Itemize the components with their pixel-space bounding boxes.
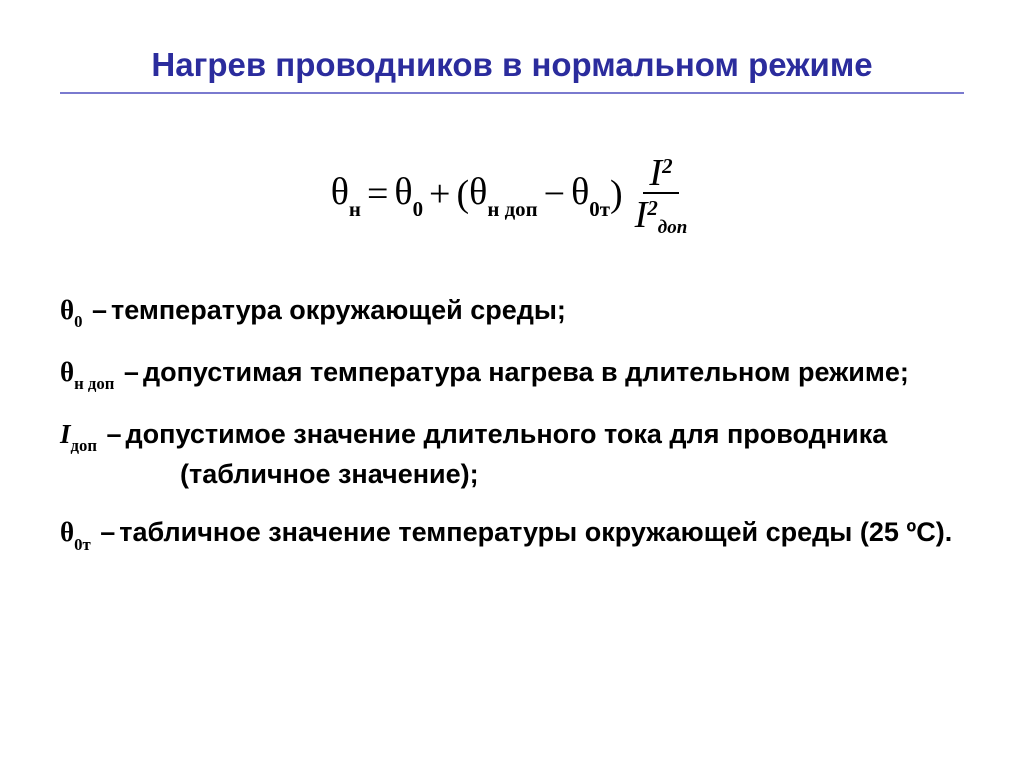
definition-dash: – bbox=[122, 357, 143, 387]
definition-dash: – bbox=[98, 517, 119, 547]
definition-text: допустимая температура нагрева в длитель… bbox=[143, 357, 909, 387]
formula-lhs-sym: θ bbox=[331, 171, 349, 213]
definition-text: температура окружающей среды; bbox=[111, 295, 566, 325]
def-sym: θ bbox=[60, 517, 74, 547]
definition-symbol: θн доп bbox=[60, 357, 114, 387]
definition-item: θ0 –температура окружающей среды; bbox=[60, 292, 964, 332]
definition-item: θн доп –допустимая температура нагрева в… bbox=[60, 354, 964, 394]
formula-rparen: ) bbox=[610, 172, 623, 216]
def-sym: I bbox=[60, 419, 71, 449]
def-sym: θ bbox=[60, 295, 74, 325]
formula-frac-num-sym: I bbox=[649, 152, 662, 194]
definition-item: θ0т –табличное значение температуры окру… bbox=[60, 514, 964, 554]
formula-frac-den-exp: 2 bbox=[647, 196, 657, 220]
formula-minus: − bbox=[538, 172, 571, 216]
slide-title: Нагрев проводников в нормальном режиме bbox=[60, 46, 964, 84]
formula-frac-den-sym: I bbox=[635, 194, 648, 236]
definition-item: Iдоп –допустимое значение длительного то… bbox=[60, 416, 964, 492]
formula-theta0: θ0 bbox=[394, 170, 423, 219]
formula-lparen: ( bbox=[456, 172, 469, 216]
definition-dash: – bbox=[105, 419, 126, 449]
formula-frac-den: I2доп bbox=[629, 196, 694, 234]
formula-lhs-theta: θн bbox=[331, 170, 361, 219]
formula-theta0t: θ0т bbox=[571, 170, 610, 219]
formula-t1-sub: 0 bbox=[413, 197, 423, 221]
definition-dash: – bbox=[90, 295, 111, 325]
slide: Нагрев проводников в нормальном режиме θ… bbox=[0, 0, 1024, 767]
definition-symbol: Iдоп bbox=[60, 419, 97, 449]
formula-frac-num: I2 bbox=[643, 154, 678, 194]
formula-t2-sym: θ bbox=[469, 171, 487, 213]
formula-frac-num-exp: 2 bbox=[662, 154, 672, 178]
formula-frac-den-sub: доп bbox=[658, 217, 688, 238]
definition-text: допустимое значение длительного тока для… bbox=[126, 419, 888, 489]
definition-symbol: θ0т bbox=[60, 517, 91, 547]
main-formula: θн = θ0 + ( θн доп − θ0т ) I2 I2доп bbox=[60, 154, 964, 234]
formula-theta-ndop: θн доп bbox=[469, 170, 538, 219]
def-sub: 0т bbox=[74, 535, 91, 554]
formula-t3-sym: θ bbox=[571, 171, 589, 213]
formula-fraction: I2 I2доп bbox=[629, 154, 694, 234]
definition-symbol: θ0 bbox=[60, 295, 82, 325]
title-underline bbox=[60, 92, 964, 94]
formula-lhs-sub: н bbox=[349, 197, 361, 221]
definition-text: табличное значение температуры окружающе… bbox=[119, 517, 952, 547]
definitions-list: θ0 –температура окружающей среды; θн доп… bbox=[60, 292, 964, 554]
formula-t1-sym: θ bbox=[394, 171, 412, 213]
def-sub: доп bbox=[71, 436, 97, 455]
def-sub: 0 bbox=[74, 312, 82, 331]
formula-t3-sub: 0т bbox=[589, 197, 610, 221]
formula-eq: = bbox=[361, 172, 394, 216]
formula-t2-sub: н доп bbox=[487, 197, 537, 221]
def-sym: θ bbox=[60, 357, 74, 387]
formula-plus: + bbox=[423, 172, 456, 216]
def-sub: н доп bbox=[74, 374, 114, 393]
